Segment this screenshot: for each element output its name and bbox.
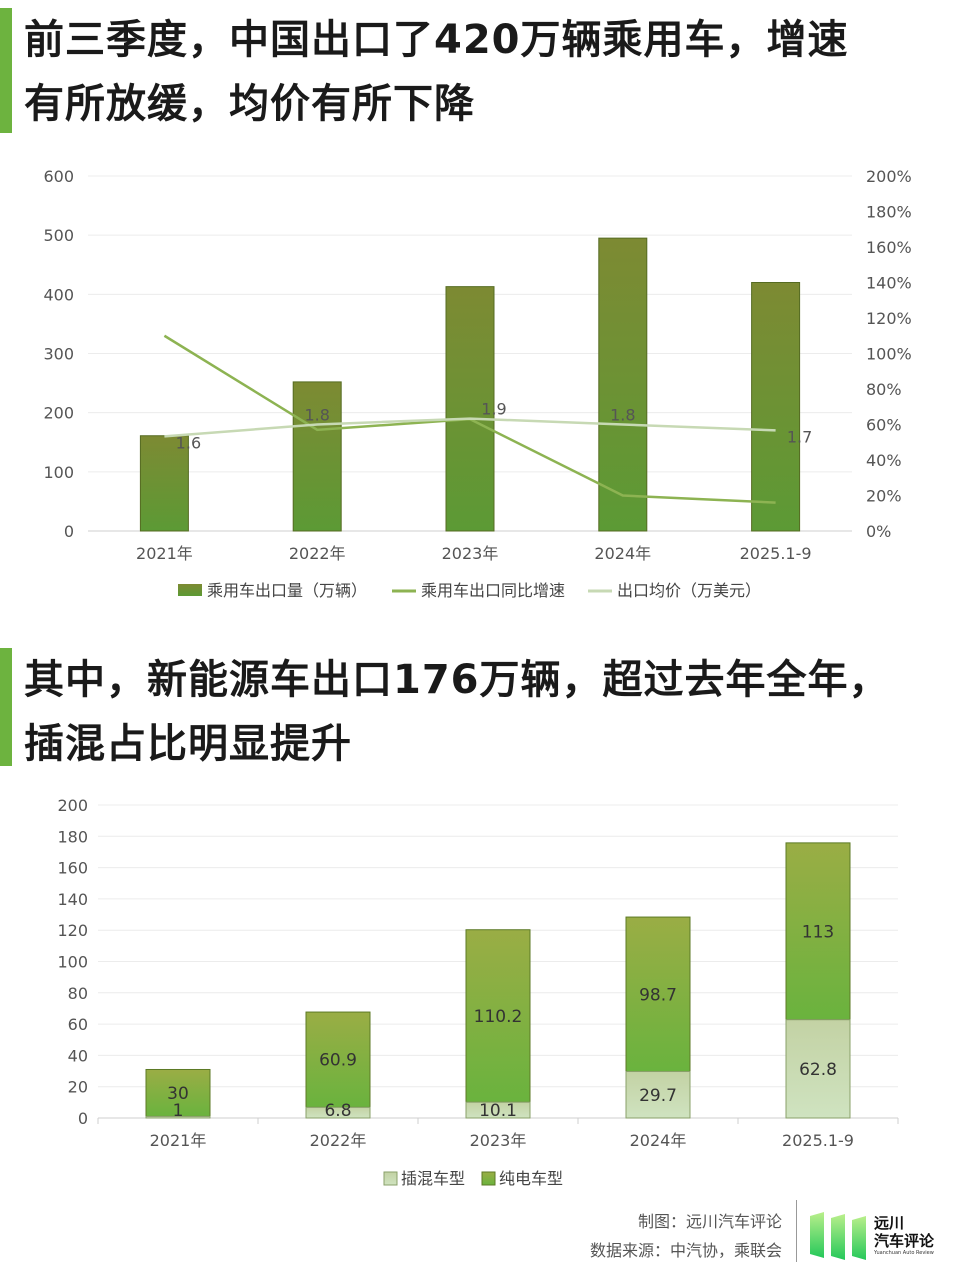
y-tick-label: 40 — [68, 1046, 88, 1065]
y-tick-label: 100 — [57, 953, 88, 972]
heading-2-text: 其中，新能源车出口176万辆，超过去年全年， 插混占比明显提升 — [24, 648, 950, 776]
y-tick-label: 60 — [68, 1015, 88, 1034]
y-right-tick-label: 40% — [866, 451, 902, 470]
logo-name-1: 远川 — [874, 1214, 905, 1232]
logo-english: Yuanchuan Auto Review — [874, 1250, 934, 1256]
y-tick-label: 20 — [68, 1078, 88, 1097]
export-volume-bar — [292, 381, 342, 532]
y-tick-label: 180 — [57, 827, 88, 846]
data-source: 数据来源：中汽协，乘联会 — [589, 1241, 782, 1260]
y-right-tick-label: 140% — [866, 274, 912, 293]
phev-value-label: 29.7 — [639, 1086, 677, 1106]
avg-price-label: 1.8 — [304, 406, 329, 425]
phev-value-label: 6.8 — [324, 1101, 351, 1121]
y-right-tick-label: 120% — [866, 309, 912, 328]
x-tick-label: 2023年 — [442, 544, 499, 563]
y-left-tick-label: 0 — [64, 522, 74, 541]
bev-bar — [465, 929, 531, 1103]
bev-bar — [785, 842, 851, 1021]
heading-accent-bar — [0, 8, 12, 133]
y-left-tick-label: 500 — [43, 226, 74, 245]
bev-value-label: 110.2 — [474, 1007, 523, 1027]
legend-label: 插混车型 — [401, 1169, 465, 1188]
y-right-tick-label: 60% — [866, 416, 902, 435]
y-right-tick-label: 80% — [866, 380, 902, 399]
y-left-tick-label: 300 — [43, 345, 74, 364]
y-right-tick-label: 0% — [866, 522, 891, 541]
x-tick-label: 2024年 — [630, 1131, 687, 1150]
y-tick-label: 200 — [57, 796, 88, 815]
heading-1-text: 前三季度，中国出口了420万辆乘用车，增速 有所放缓，均价有所下降 — [24, 8, 950, 136]
y-right-tick-label: 100% — [866, 345, 912, 364]
export-volume-bar — [598, 237, 648, 532]
nev-export-chart: 2001801601401201008060402003012021年60.96… — [57, 796, 899, 1188]
y-tick-label: 160 — [57, 859, 88, 878]
y-left-tick-label: 600 — [43, 167, 74, 186]
y-right-tick-label: 200% — [866, 167, 912, 186]
legend-label: 乘用车出口量（万辆） — [207, 581, 367, 600]
avg-price-label: 1.7 — [787, 427, 812, 446]
phev-bar — [785, 1019, 851, 1119]
x-tick-label: 2024年 — [594, 544, 651, 563]
logo-name-2: 汽车评论 — [874, 1232, 935, 1250]
phev-bar — [145, 1115, 211, 1119]
heading-1: 前三季度，中国出口了420万辆乘用车，增速 有所放缓，均价有所下降 — [0, 8, 960, 136]
y-tick-label: 80 — [68, 984, 88, 1003]
avg-price-label: 1.9 — [481, 400, 506, 419]
phev-value-label: 62.8 — [799, 1060, 837, 1080]
phev-bar — [625, 1071, 691, 1119]
heading-1-line1: 前三季度，中国出口了420万辆乘用车，增速 — [24, 17, 849, 63]
export-volume-bar — [445, 286, 495, 532]
x-tick-label: 2025.1-9 — [740, 544, 812, 563]
phev-bar — [305, 1106, 371, 1119]
x-tick-label: 2021年 — [150, 1131, 207, 1150]
avg-price-line — [164, 417, 776, 438]
legend-label: 出口均价（万美元） — [617, 581, 761, 600]
phev-value-label: 1 — [173, 1101, 184, 1121]
y-tick-label: 140 — [57, 890, 88, 909]
bev-bar — [625, 916, 691, 1073]
chart-credit: 制图：远川汽车评论 — [637, 1212, 782, 1231]
x-tick-label: 2023年 — [470, 1131, 527, 1150]
avg-price-label: 1.8 — [610, 406, 635, 425]
y-left-tick-label: 400 — [43, 285, 74, 304]
bev-value-label: 98.7 — [639, 985, 677, 1005]
legend-swatch-bev — [481, 1171, 496, 1186]
x-tick-label: 2021年 — [136, 544, 193, 563]
x-tick-label: 2022年 — [289, 544, 346, 563]
export-volume-bar — [139, 435, 189, 532]
avg-price-label: 1.6 — [176, 433, 201, 452]
heading-accent-bar — [0, 648, 12, 766]
y-tick-label: 0 — [78, 1109, 88, 1128]
x-tick-label: 2022年 — [310, 1131, 367, 1150]
bev-value-label: 113 — [802, 922, 834, 942]
y-tick-label: 120 — [57, 921, 88, 940]
logo-mark-icon — [810, 1212, 866, 1260]
passenger-export-chart: 600 500 400 300 200 100 0 200% 180% 160% 140% 120% 1… — [43, 167, 912, 600]
phev-bar — [465, 1101, 531, 1119]
footer-divider — [796, 1200, 797, 1262]
legend-swatch-phev — [383, 1171, 398, 1186]
heading-2-line2: 插混占比明显提升 — [24, 721, 352, 767]
x-tick-label: 2025.1-9 — [782, 1131, 854, 1150]
legend-bar-swatch — [178, 584, 202, 596]
legend-label: 乘用车出口同比增速 — [421, 581, 565, 600]
y-right-tick-label: 180% — [866, 203, 912, 222]
y-left-tick-label: 200 — [43, 404, 74, 423]
heading-1-line2: 有所放缓，均价有所下降 — [24, 81, 475, 127]
phev-value-label: 10.1 — [479, 1101, 517, 1121]
bev-bar — [305, 1011, 371, 1108]
export-volume-bar — [751, 282, 801, 532]
bev-value-label: 60.9 — [319, 1051, 357, 1071]
y-left-tick-label: 100 — [43, 463, 74, 482]
heading-2: 其中，新能源车出口176万辆，超过去年全年， 插混占比明显提升 — [0, 648, 960, 776]
y-right-tick-label: 20% — [866, 487, 902, 506]
legend-label: 纯电车型 — [499, 1169, 563, 1188]
bev-value-label: 30 — [167, 1084, 189, 1104]
y-right-tick-label: 160% — [866, 238, 912, 257]
heading-2-line1: 其中，新能源车出口176万辆，超过去年全年， — [24, 657, 890, 703]
